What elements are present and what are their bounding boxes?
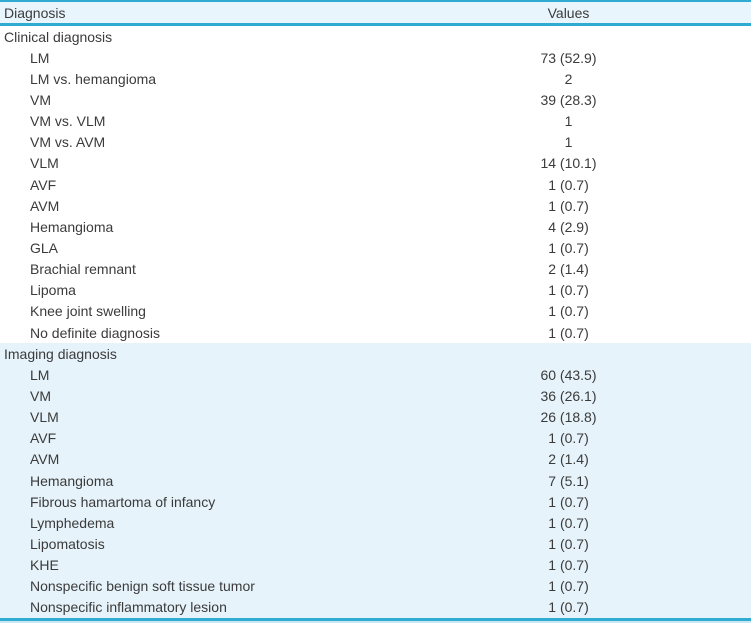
section-header-row: Imaging diagnosis bbox=[0, 343, 751, 365]
section-header-row: Clinical diagnosis bbox=[0, 26, 751, 48]
value-cell: 1 bbox=[564, 113, 573, 130]
table-bottom-border bbox=[0, 618, 751, 621]
diagnosis-cell: Lipoma bbox=[30, 282, 76, 299]
diagnosis-cell: AVF bbox=[30, 176, 57, 193]
value-cell: 1 bbox=[564, 134, 573, 151]
table-row: Knee joint swelling 1 (0.7) bbox=[0, 300, 751, 322]
table-row: VLM 14 (10.1) bbox=[0, 152, 751, 174]
diagnosis-cell: No definite diagnosis bbox=[30, 324, 160, 341]
value-cell: 1 (0.7) bbox=[548, 599, 589, 616]
diagnosis-cell: VM vs. AVM bbox=[30, 134, 106, 151]
diagnosis-cell: LM bbox=[30, 49, 50, 66]
diagnosis-cell: Knee joint swelling bbox=[30, 303, 146, 320]
diagnosis-cell: AVM bbox=[30, 451, 60, 468]
table-bottom-border-pale bbox=[0, 621, 751, 623]
value-cell: 7 (5.1) bbox=[548, 472, 589, 489]
diagnosis-cell: LM vs. hemangioma bbox=[30, 70, 157, 87]
diagnosis-cell: VM bbox=[30, 91, 51, 108]
value-cell: 60 (43.5) bbox=[540, 366, 597, 383]
diagnosis-cell: VM bbox=[30, 387, 51, 404]
diagnosis-cell: VM vs. VLM bbox=[30, 113, 106, 130]
table-row: VM 39 (28.3) bbox=[0, 89, 751, 111]
value-cell: 1 (0.7) bbox=[548, 535, 589, 552]
table-row: LM 60 (43.5) bbox=[0, 364, 751, 386]
value-cell: 1 (0.7) bbox=[548, 176, 589, 193]
table-row: AVF 1 (0.7) bbox=[0, 427, 751, 449]
value-cell: 1 (0.7) bbox=[548, 282, 589, 299]
table-row: LM vs. hemangioma 2 bbox=[0, 68, 751, 90]
value-cell: 1 (0.7) bbox=[548, 430, 589, 447]
diagnosis-cell: KHE bbox=[30, 557, 59, 574]
diagnosis-cell: Hemangioma bbox=[30, 218, 114, 235]
diagnosis-cell: Nonspecific benign soft tissue tumor bbox=[30, 578, 255, 595]
value-cell: 2 (1.4) bbox=[548, 451, 589, 468]
table-row: Hemangioma 4 (2.9) bbox=[0, 216, 751, 238]
table-row: Brachial remnant 2 (1.4) bbox=[0, 258, 751, 280]
value-cell: 2 (1.4) bbox=[548, 261, 589, 278]
table-row: VM vs. AVM 1 bbox=[0, 131, 751, 153]
table-row: Lipomatosis 1 (0.7) bbox=[0, 533, 751, 555]
table-row: VLM 26 (18.8) bbox=[0, 406, 751, 428]
table-row: AVM 2 (1.4) bbox=[0, 448, 751, 470]
value-cell: 1 (0.7) bbox=[548, 493, 589, 510]
table-row: Fibrous hamartoma of infancy 1 (0.7) bbox=[0, 491, 751, 513]
diagnosis-cell: GLA bbox=[30, 239, 59, 256]
table-row: AVM 1 (0.7) bbox=[0, 195, 751, 217]
table-row: VM vs. VLM 1 bbox=[0, 110, 751, 132]
diagnosis-cell: Lipomatosis bbox=[30, 535, 105, 552]
table-row: LM 73 (52.9) bbox=[0, 47, 751, 69]
value-cell: 1 (0.7) bbox=[548, 197, 589, 214]
table-row: Hemangioma 7 (5.1) bbox=[0, 469, 751, 492]
value-cell: 1 (0.7) bbox=[548, 514, 589, 531]
diagnosis-cell: Lymphedema bbox=[30, 514, 115, 531]
section-title: Clinical diagnosis bbox=[4, 28, 113, 45]
diagnosis-cell: VLM bbox=[30, 155, 59, 172]
column-header-values: Values bbox=[547, 4, 590, 21]
table-row: No definite diagnosis 1 (0.7) bbox=[0, 321, 751, 344]
diagnosis-cell: Brachial remnant bbox=[30, 261, 136, 278]
diagnosis-cell: Fibrous hamartoma of infancy bbox=[30, 493, 216, 510]
table-row: Lipoma 1 (0.7) bbox=[0, 279, 751, 301]
value-cell: 1 (0.7) bbox=[548, 557, 589, 574]
diagnosis-cell: AVM bbox=[30, 197, 60, 214]
value-cell: 4 (2.9) bbox=[548, 218, 589, 235]
table-row: VM 36 (26.1) bbox=[0, 385, 751, 407]
diagnosis-cell: AVF bbox=[30, 430, 57, 447]
diagnosis-cell: VLM bbox=[30, 409, 59, 426]
table-row: AVF 1 (0.7) bbox=[0, 173, 751, 196]
diagnosis-cell: LM bbox=[30, 366, 50, 383]
diagnosis-cell: Hemangioma bbox=[30, 472, 114, 489]
value-cell: 39 (28.3) bbox=[540, 91, 597, 108]
value-cell: 36 (26.1) bbox=[540, 387, 597, 404]
table-row: Nonspecific inflammatory lesion 1 (0.7) bbox=[0, 596, 751, 618]
section-title: Imaging diagnosis bbox=[4, 345, 117, 362]
value-cell: 1 (0.7) bbox=[548, 239, 589, 256]
diagnosis-cell: Nonspecific inflammatory lesion bbox=[30, 599, 227, 616]
table-row: Nonspecific benign soft tissue tumor 1 (0… bbox=[0, 575, 751, 597]
value-cell: 73 (52.9) bbox=[540, 49, 597, 66]
value-cell: 14 (10.1) bbox=[540, 155, 597, 172]
value-cell: 1 (0.7) bbox=[548, 578, 589, 595]
table-body: Clinical diagnosis LM 73 (52.9) LM vs. hema… bbox=[0, 26, 751, 618]
table-header-row: Diagnosis Values bbox=[0, 2, 751, 26]
value-cell: 1 (0.7) bbox=[548, 303, 589, 320]
column-header-diagnosis: Diagnosis bbox=[4, 4, 66, 21]
table-row: KHE 1 (0.7) bbox=[0, 554, 751, 576]
table-row: Lymphedema 1 (0.7) bbox=[0, 512, 751, 534]
value-cell: 2 bbox=[564, 70, 573, 87]
table-row: GLA 1 (0.7) bbox=[0, 237, 751, 259]
value-cell: 26 (18.8) bbox=[540, 409, 597, 426]
value-cell: 1 (0.7) bbox=[548, 324, 589, 341]
